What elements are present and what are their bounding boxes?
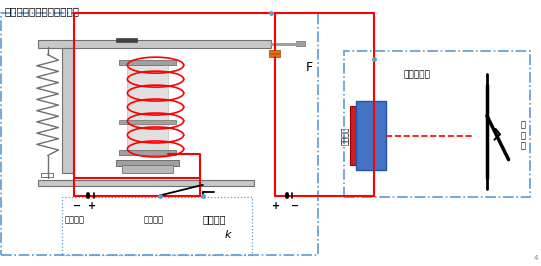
Bar	[344, 51, 530, 197]
Text: +: +	[272, 201, 280, 211]
Text: k: k	[225, 230, 231, 240]
Text: 断路器机构: 断路器机构	[403, 70, 430, 79]
Bar	[122, 165, 173, 173]
Bar	[1, 13, 318, 255]
Bar	[119, 120, 176, 124]
Bar	[62, 197, 252, 255]
Text: 中间继电器（出口继电器）: 中间继电器（出口继电器）	[4, 7, 80, 17]
Bar	[356, 101, 386, 170]
Text: 分闸线圈: 分闸线圈	[341, 126, 349, 145]
Bar	[296, 41, 305, 46]
Bar	[269, 50, 280, 53]
Bar	[38, 40, 270, 48]
Bar	[38, 180, 254, 186]
Bar	[116, 160, 179, 166]
Bar	[269, 54, 280, 57]
Text: 4: 4	[534, 255, 538, 261]
Text: −: −	[73, 201, 82, 211]
Bar	[119, 150, 176, 155]
Text: 保护装置: 保护装置	[143, 215, 163, 224]
Text: 保护回路: 保护回路	[65, 215, 85, 224]
Text: F: F	[306, 61, 313, 74]
Bar	[119, 60, 176, 65]
Text: 控制回路: 控制回路	[203, 214, 226, 225]
Text: −: −	[291, 201, 299, 211]
Bar	[41, 173, 53, 177]
Text: +: +	[88, 201, 96, 211]
Bar	[350, 106, 366, 165]
Text: 断
路
器: 断 路 器	[520, 121, 525, 151]
Bar	[62, 48, 74, 173]
Bar	[116, 38, 137, 42]
Bar	[127, 63, 168, 154]
